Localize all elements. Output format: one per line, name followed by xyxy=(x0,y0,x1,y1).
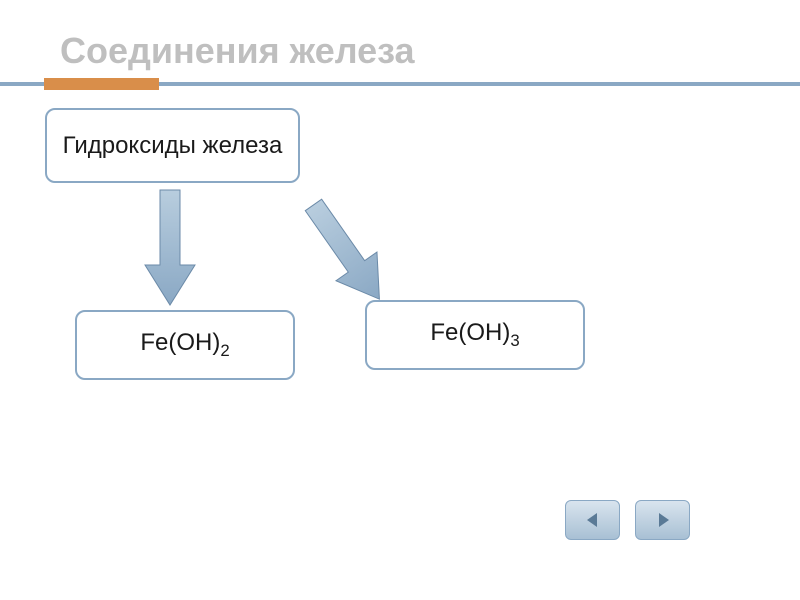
node-feoh2: Fe(OH)2 xyxy=(75,310,295,380)
next-button[interactable] xyxy=(635,500,690,540)
triangle-right-icon xyxy=(653,510,673,530)
diagram-arrows xyxy=(100,180,450,320)
node-hydroxides: Гидроксиды железа xyxy=(45,108,300,183)
page-title: Соединения железа xyxy=(60,30,415,72)
node-feoh3-formula: Fe(OH)3 xyxy=(430,319,519,351)
arrow-right xyxy=(293,191,400,314)
node-feoh2-formula: Fe(OH)2 xyxy=(140,329,229,361)
arrow-left xyxy=(145,190,195,305)
prev-button[interactable] xyxy=(565,500,620,540)
node-feoh3: Fe(OH)3 xyxy=(365,300,585,370)
triangle-left-icon xyxy=(583,510,603,530)
nav-controls xyxy=(565,500,690,540)
header-accent xyxy=(44,78,159,90)
node-hydroxides-label: Гидроксиды железа xyxy=(63,132,283,160)
